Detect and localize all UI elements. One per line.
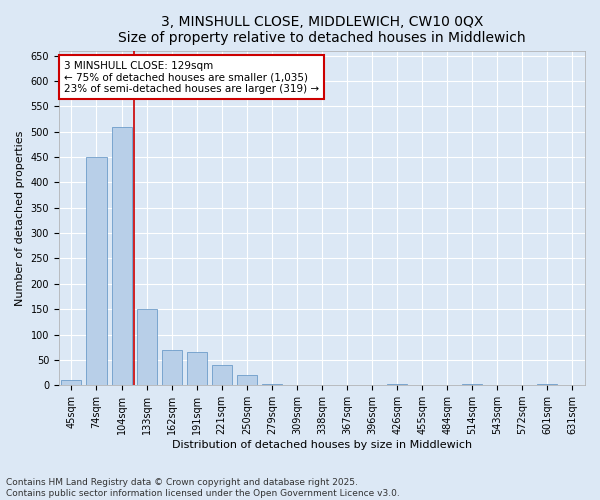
Bar xyxy=(237,375,257,385)
Bar xyxy=(86,157,107,385)
Bar xyxy=(462,384,482,385)
Y-axis label: Number of detached properties: Number of detached properties xyxy=(15,130,25,306)
Text: Contains HM Land Registry data © Crown copyright and database right 2025.
Contai: Contains HM Land Registry data © Crown c… xyxy=(6,478,400,498)
Bar xyxy=(262,384,282,385)
Bar xyxy=(538,384,557,385)
Bar xyxy=(161,350,182,385)
Bar xyxy=(112,126,131,385)
Bar xyxy=(61,380,82,385)
Bar xyxy=(387,384,407,385)
Bar xyxy=(187,352,207,385)
Bar xyxy=(212,365,232,385)
Text: 3 MINSHULL CLOSE: 129sqm
← 75% of detached houses are smaller (1,035)
23% of sem: 3 MINSHULL CLOSE: 129sqm ← 75% of detach… xyxy=(64,60,319,94)
Title: 3, MINSHULL CLOSE, MIDDLEWICH, CW10 0QX
Size of property relative to detached ho: 3, MINSHULL CLOSE, MIDDLEWICH, CW10 0QX … xyxy=(118,15,526,45)
X-axis label: Distribution of detached houses by size in Middlewich: Distribution of detached houses by size … xyxy=(172,440,472,450)
Bar xyxy=(137,309,157,385)
